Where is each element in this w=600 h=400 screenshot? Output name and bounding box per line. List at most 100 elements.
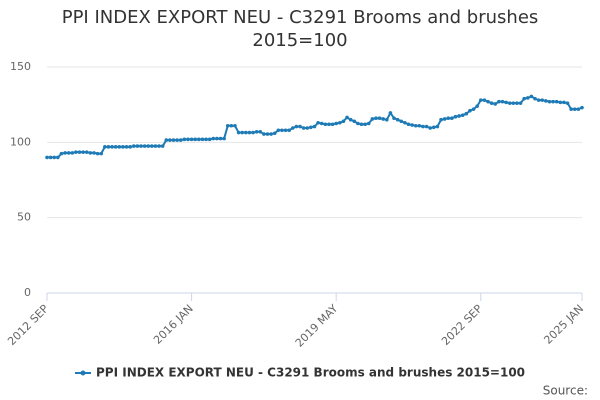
point: [323, 122, 328, 127]
point: [554, 99, 559, 104]
point: [150, 144, 154, 148]
point: [211, 136, 216, 141]
point: [565, 101, 570, 105]
point: [515, 101, 519, 105]
point: [291, 126, 295, 130]
point: [106, 145, 111, 149]
point: [486, 99, 490, 104]
point: [431, 125, 436, 130]
point: [356, 121, 360, 126]
point: [197, 137, 201, 142]
point: [468, 108, 472, 113]
point: [77, 150, 82, 154]
point: [247, 130, 252, 135]
point: [446, 116, 451, 121]
point: [417, 123, 422, 128]
point: [45, 155, 49, 160]
point: [421, 124, 425, 129]
point: [160, 144, 165, 148]
point: [168, 138, 172, 142]
x-tick-label: 2016 JAN: [151, 302, 196, 347]
point: [139, 144, 143, 148]
point: [207, 137, 212, 142]
point: [457, 114, 461, 118]
credits: Source:: [543, 384, 588, 398]
point: [99, 151, 104, 156]
point: [381, 117, 385, 121]
point: [406, 122, 411, 127]
point: [294, 124, 299, 129]
point: [48, 155, 53, 160]
point: [522, 96, 526, 101]
point: [316, 120, 320, 125]
point: [182, 137, 187, 142]
point: [59, 151, 64, 156]
point: [233, 123, 237, 128]
point: [460, 113, 465, 118]
point: [74, 150, 78, 154]
point: [352, 119, 357, 124]
point: [309, 125, 313, 130]
point: [204, 137, 208, 142]
y-tick-label: 50: [17, 211, 31, 224]
point: [236, 130, 241, 135]
point: [70, 151, 75, 155]
point: [363, 122, 367, 127]
point: [92, 151, 96, 155]
point: [370, 117, 375, 121]
point: [529, 94, 534, 99]
point: [276, 128, 281, 133]
point: [66, 151, 71, 155]
point: [117, 145, 122, 149]
point: [298, 124, 302, 129]
point: [399, 119, 404, 124]
point: [110, 145, 114, 149]
x-tick-label: 2025 JAN: [541, 302, 586, 347]
point: [558, 100, 563, 105]
point: [536, 98, 541, 102]
point: [272, 131, 277, 136]
point: [225, 123, 230, 128]
x-tick-label: 2022 SEP: [439, 302, 485, 348]
point: [128, 145, 132, 149]
point: [280, 128, 284, 133]
point: [63, 151, 67, 155]
point: [186, 137, 190, 142]
point: [124, 145, 129, 149]
legend-label: PPI INDEX EXPORT NEU - C3291 Brooms and …: [96, 366, 525, 380]
point: [439, 117, 443, 122]
point: [269, 132, 273, 136]
point: [135, 144, 140, 148]
point: [153, 144, 158, 148]
chart-title: PPI INDEX EXPORT NEU - C3291 Brooms and …: [61, 7, 539, 51]
point: [572, 107, 577, 111]
point: [500, 99, 505, 104]
point: [562, 100, 566, 105]
point: [146, 144, 151, 148]
point: [489, 101, 494, 105]
point: [193, 137, 198, 142]
point: [525, 96, 530, 100]
point: [413, 123, 418, 128]
point: [540, 98, 545, 102]
point: [547, 99, 552, 104]
point: [189, 137, 194, 142]
y-tick-label: 0: [24, 286, 31, 299]
point: [450, 116, 454, 121]
point: [88, 151, 93, 155]
point: [164, 138, 169, 142]
point: [384, 117, 389, 122]
point: [178, 138, 183, 142]
point: [576, 107, 581, 111]
point: [330, 122, 335, 127]
point: [511, 101, 516, 105]
point: [478, 98, 483, 102]
point: [312, 124, 317, 129]
point: [215, 136, 219, 141]
point: [348, 117, 353, 122]
point: [142, 144, 147, 148]
point: [251, 130, 255, 135]
point: [475, 104, 479, 108]
point: [374, 116, 378, 121]
